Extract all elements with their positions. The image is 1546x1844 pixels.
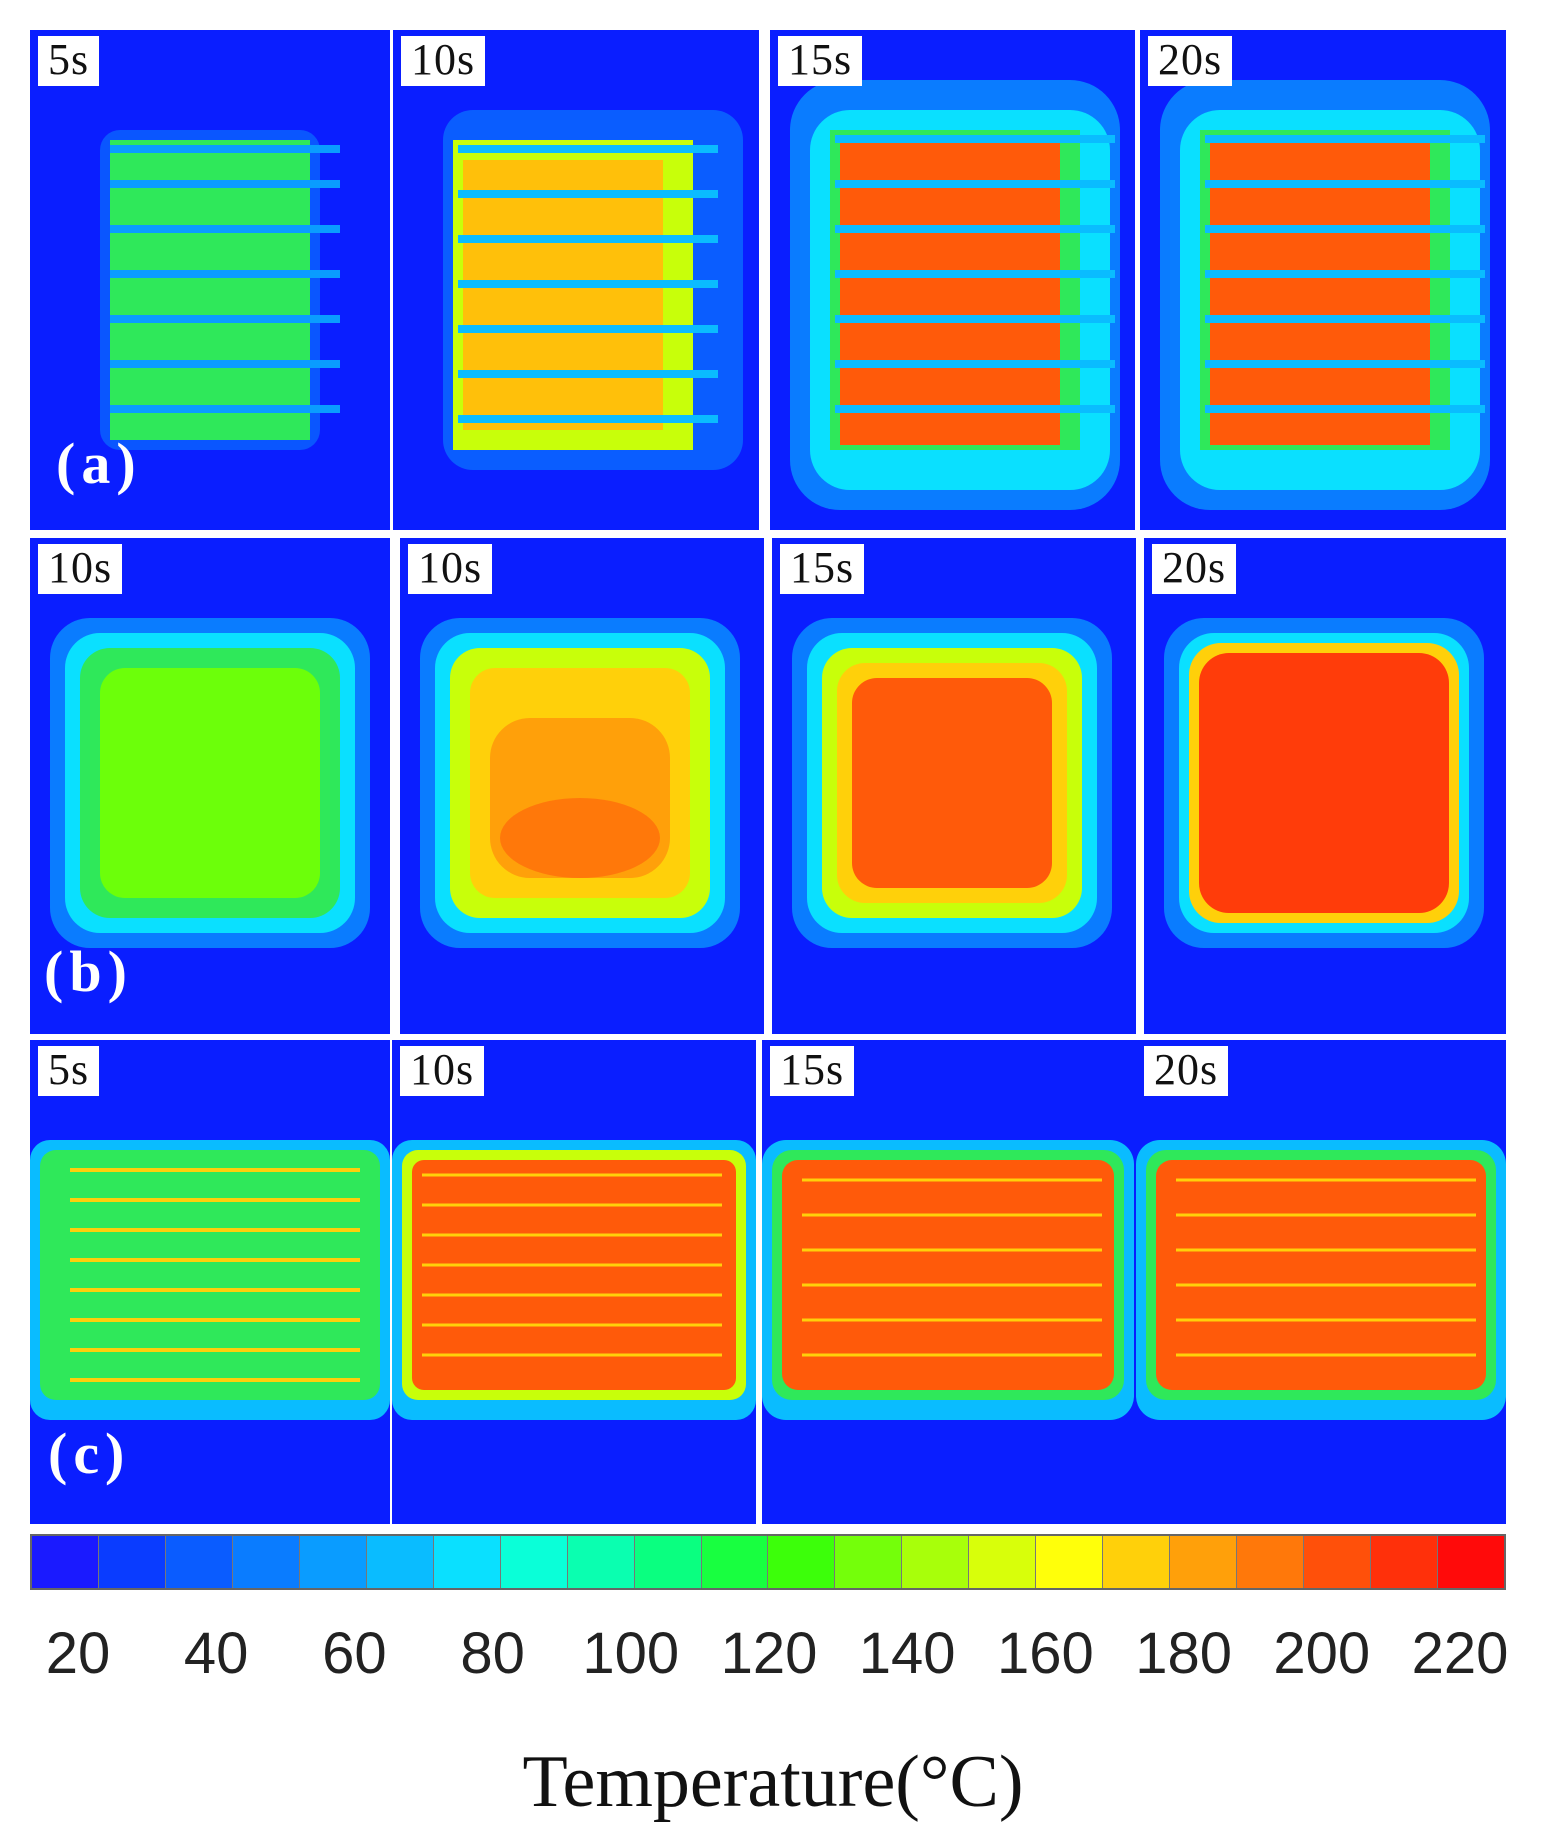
colorbar-swatch <box>969 1536 1037 1588</box>
time-label: 5s <box>38 36 100 86</box>
panel-c-2: 10s <box>392 1040 756 1524</box>
panel-a-4: 20s <box>1140 30 1506 530</box>
colorbar-swatch <box>1371 1536 1439 1588</box>
colorbar-tick-label: 80 <box>460 1621 525 1686</box>
colorbar-tick-label: 220 <box>1411 1621 1509 1686</box>
time-label: 15s <box>780 544 865 594</box>
thermal-map <box>30 538 390 1034</box>
row-label-a: (a) <box>56 431 142 496</box>
colorbar-tick-label: 100 <box>582 1621 680 1686</box>
colorbar-swatch <box>433 1536 501 1588</box>
colorbar <box>30 1534 1506 1590</box>
colorbar-swatch <box>835 1536 903 1588</box>
panel-c-1: 5s (c) <box>30 1040 390 1524</box>
colorbar-tick-label: 40 <box>183 1621 249 1686</box>
time-label: 20s <box>1144 1046 1229 1096</box>
colorbar-swatch <box>1438 1536 1504 1588</box>
colorbar-swatch <box>701 1536 769 1588</box>
colorbar-swatch <box>1103 1536 1171 1588</box>
time-label: 20s <box>1148 36 1233 86</box>
panel-b-1: 10s (b) <box>30 538 390 1034</box>
panel-a-2: 10s <box>393 30 759 530</box>
colorbar-swatch <box>299 1536 367 1588</box>
thermal-map <box>30 30 390 530</box>
time-label: 5s <box>38 1046 100 1096</box>
time-label: 10s <box>400 1046 485 1096</box>
thermal-map <box>772 538 1136 1034</box>
thermal-map <box>393 30 759 530</box>
time-label: 15s <box>778 36 863 86</box>
thermal-map <box>762 1040 1506 1524</box>
thermal-map <box>770 30 1135 530</box>
colorbar-swatch <box>1036 1536 1104 1588</box>
panel-b-3: 15s <box>772 538 1136 1034</box>
thermal-map <box>30 1040 390 1524</box>
row-label-b: (b) <box>44 939 133 1004</box>
colorbar-swatch <box>902 1536 970 1588</box>
colorbar-tick-label: 200 <box>1273 1621 1371 1686</box>
time-label: 20s <box>1152 544 1237 594</box>
time-label: 10s <box>401 36 486 86</box>
colorbar-swatch <box>165 1536 233 1588</box>
colorbar-swatch <box>232 1536 300 1588</box>
thermal-map <box>392 1040 756 1524</box>
panel-a-1: 5s (a) <box>30 30 390 530</box>
row-label-c: (c) <box>48 1421 131 1486</box>
colorbar-tick-label: 20 <box>45 1621 111 1686</box>
thermal-map <box>400 538 764 1034</box>
colorbar-tick-label: 180 <box>1135 1621 1232 1686</box>
time-label: 15s <box>770 1046 855 1096</box>
colorbar-swatch <box>98 1536 166 1588</box>
colorbar-swatch <box>500 1536 568 1588</box>
colorbar-swatch <box>634 1536 702 1588</box>
colorbar-ticks: 20 40 60 80 100 120 140 160 180 200 220 <box>0 1620 1546 1700</box>
thermal-map <box>1144 538 1506 1034</box>
panel-a-3: 15s <box>770 30 1135 530</box>
time-label: 10s <box>408 544 493 594</box>
colorbar-swatch <box>768 1536 836 1588</box>
panel-c-3: 15s 20s <box>762 1040 1506 1524</box>
colorbar-tick-label: 140 <box>858 1621 956 1686</box>
colorbar-swatch <box>1170 1536 1238 1588</box>
panel-b-4: 20s <box>1144 538 1506 1034</box>
colorbar-tick-label: 60 <box>322 1621 387 1686</box>
colorbar-tick-label: 160 <box>997 1621 1094 1686</box>
colorbar-tick-label: 120 <box>720 1621 818 1686</box>
colorbar-swatch <box>366 1536 434 1588</box>
thermal-map <box>1140 30 1506 530</box>
colorbar-swatch <box>1237 1536 1305 1588</box>
time-label: 10s <box>38 544 123 594</box>
colorbar-swatch <box>567 1536 635 1588</box>
panel-b-2: 10s <box>400 538 764 1034</box>
colorbar-title: Temperature(°C) <box>522 1741 1024 1823</box>
colorbar-swatch <box>1304 1536 1372 1588</box>
colorbar-swatch <box>32 1536 99 1588</box>
